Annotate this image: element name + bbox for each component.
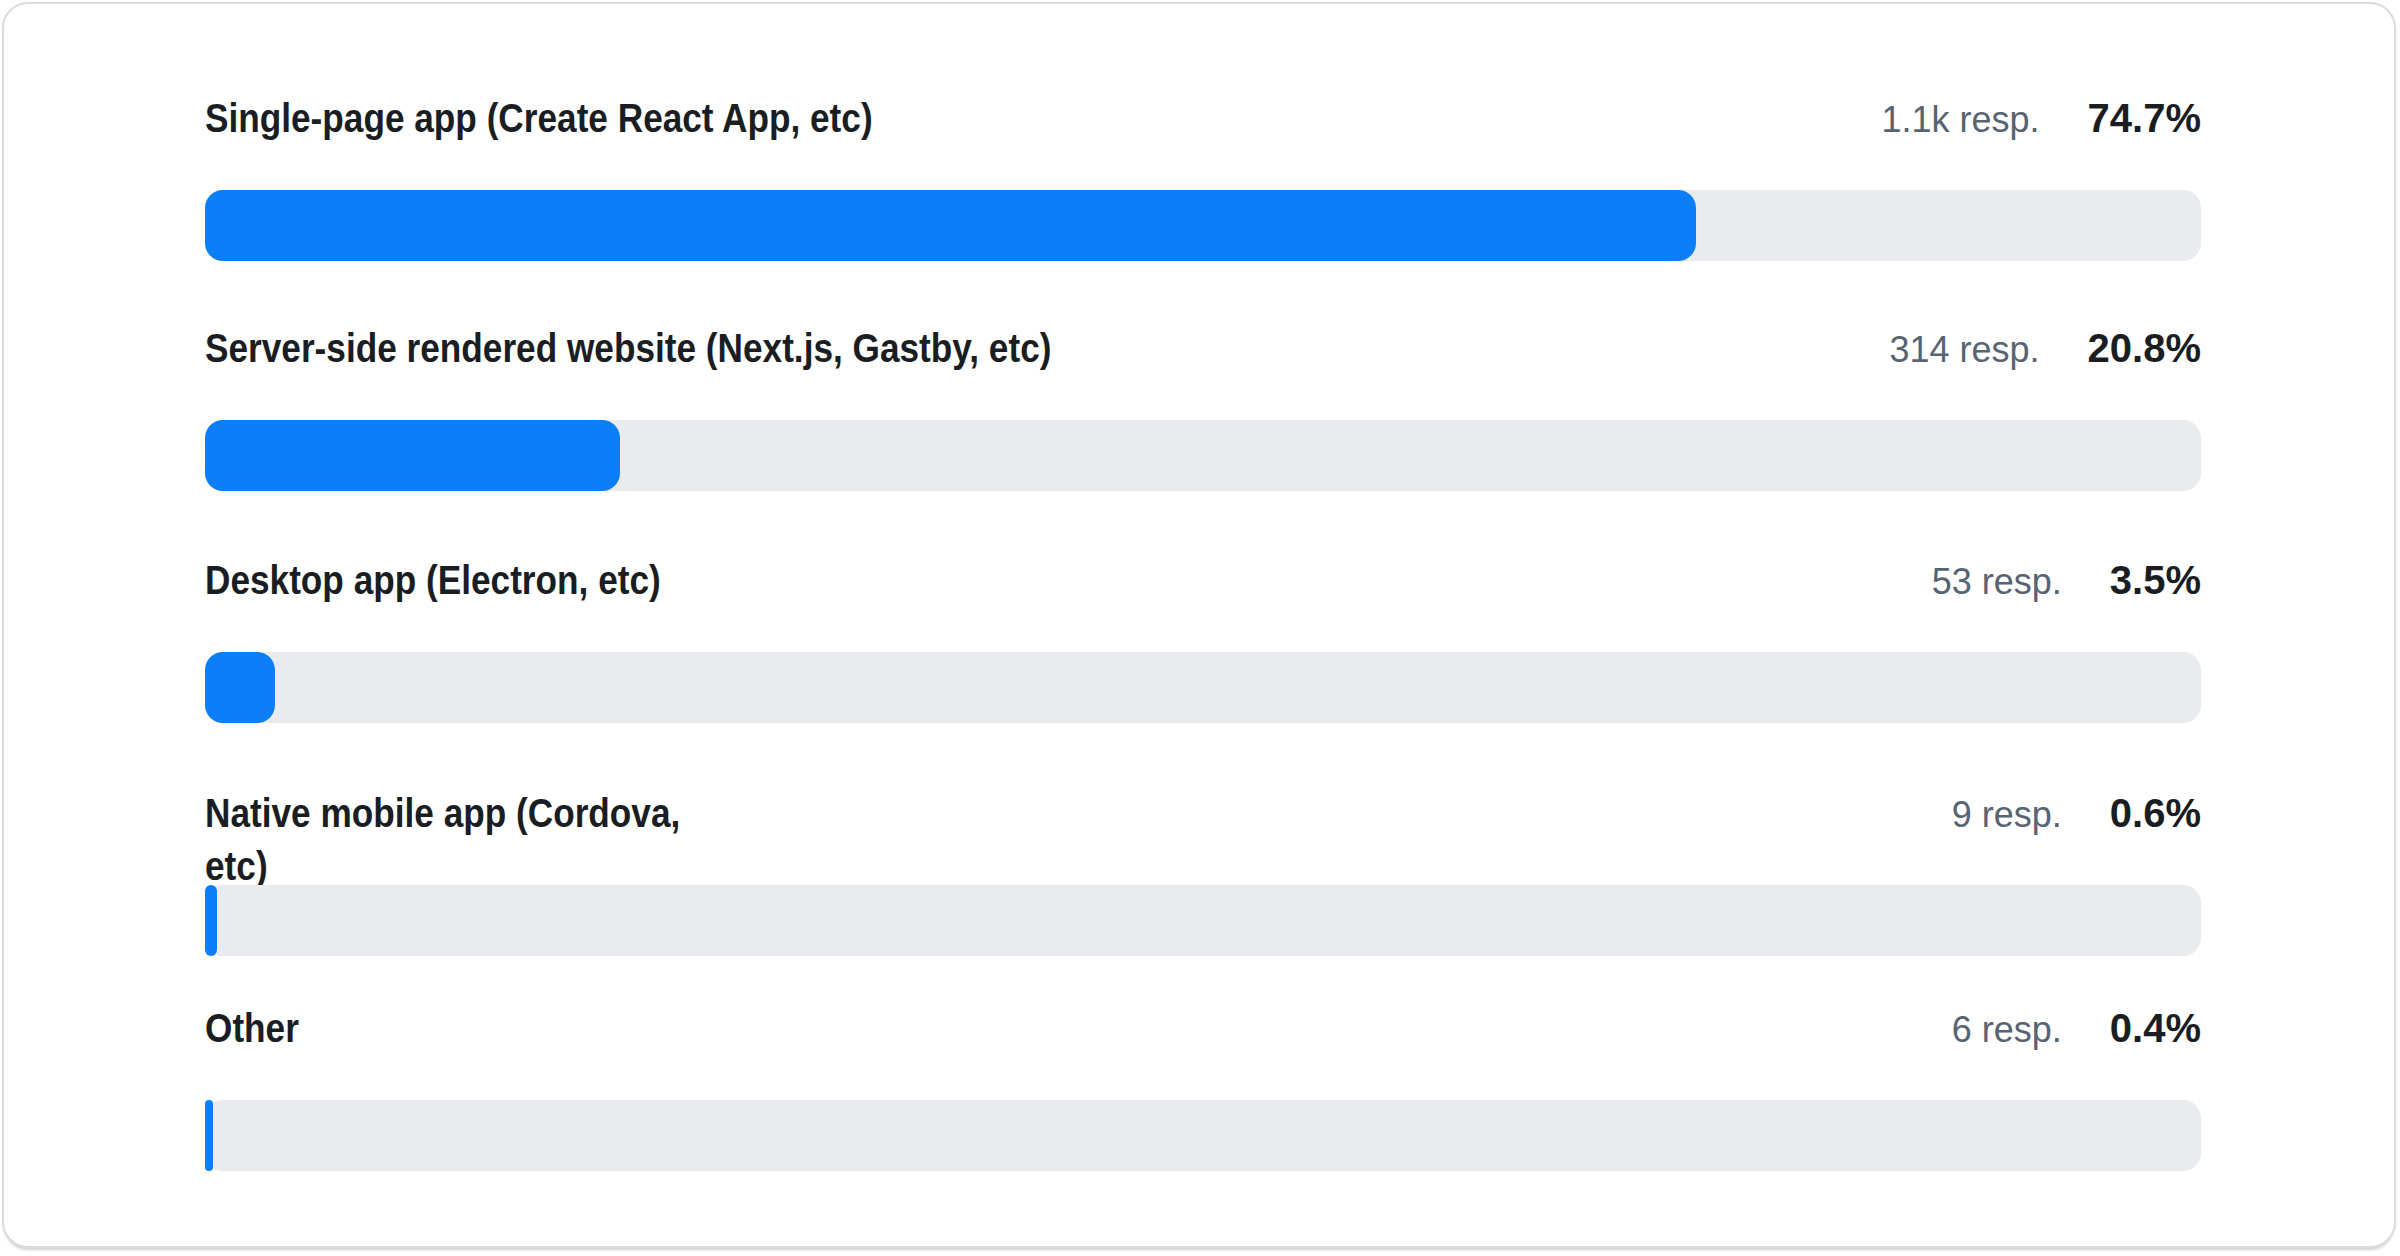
option-stats: 314 resp. 20.8%	[1889, 322, 2201, 376]
option-label: Desktop app (Electron, etc)	[205, 554, 661, 607]
poll-results-chart: Single-page app (Create React App, etc) …	[205, 4, 2201, 1246]
row-head: Single-page app (Create React App, etc) …	[205, 92, 2201, 146]
bar-fill	[205, 190, 1696, 261]
poll-option-row: Other 6 resp. 0.4%	[205, 1002, 2201, 1171]
response-count: 9 resp.	[1952, 788, 2062, 841]
response-count: 53 resp.	[1932, 555, 2062, 608]
response-count: 6 resp.	[1952, 1003, 2062, 1056]
option-label: Single-page app (Create React App, etc)	[205, 92, 873, 145]
option-label: Other	[205, 1002, 299, 1055]
row-head: Other 6 resp. 0.4%	[205, 1002, 2201, 1056]
bar-track	[205, 652, 2201, 723]
option-label: Native mobile app (Cordova, etc)	[205, 787, 680, 893]
row-head: Native mobile app (Cordova, etc) 9 resp.…	[205, 787, 2201, 893]
poll-option-row: Single-page app (Create React App, etc) …	[205, 92, 2201, 261]
poll-option-row: Native mobile app (Cordova, etc) 9 resp.…	[205, 787, 2201, 956]
option-stats: 9 resp. 0.6%	[1952, 787, 2201, 841]
option-stats: 6 resp. 0.4%	[1952, 1002, 2201, 1056]
percent-value: 74.7%	[2088, 92, 2201, 145]
row-head: Server-side rendered website (Next.js, G…	[205, 322, 2201, 376]
bar-fill	[205, 885, 217, 956]
bar-fill	[205, 1100, 213, 1171]
percent-value: 20.8%	[2088, 322, 2201, 375]
poll-option-row: Desktop app (Electron, etc) 53 resp. 3.5…	[205, 554, 2201, 723]
poll-option-row: Server-side rendered website (Next.js, G…	[205, 322, 2201, 491]
response-count: 1.1k resp.	[1881, 93, 2039, 146]
bar-fill	[205, 420, 620, 491]
response-count: 314 resp.	[1889, 323, 2039, 376]
bar-track	[205, 420, 2201, 491]
bar-track	[205, 885, 2201, 956]
poll-results-card: Single-page app (Create React App, etc) …	[2, 2, 2396, 1248]
bar-track	[205, 190, 2201, 261]
page: Single-page app (Create React App, etc) …	[0, 0, 2400, 1256]
option-label: Server-side rendered website (Next.js, G…	[205, 322, 1051, 375]
option-stats: 1.1k resp. 74.7%	[1881, 92, 2201, 146]
bar-fill	[205, 652, 275, 723]
percent-value: 0.4%	[2110, 1002, 2201, 1055]
bar-track	[205, 1100, 2201, 1171]
option-stats: 53 resp. 3.5%	[1932, 554, 2201, 608]
percent-value: 3.5%	[2110, 554, 2201, 607]
row-head: Desktop app (Electron, etc) 53 resp. 3.5…	[205, 554, 2201, 608]
percent-value: 0.6%	[2110, 787, 2201, 840]
